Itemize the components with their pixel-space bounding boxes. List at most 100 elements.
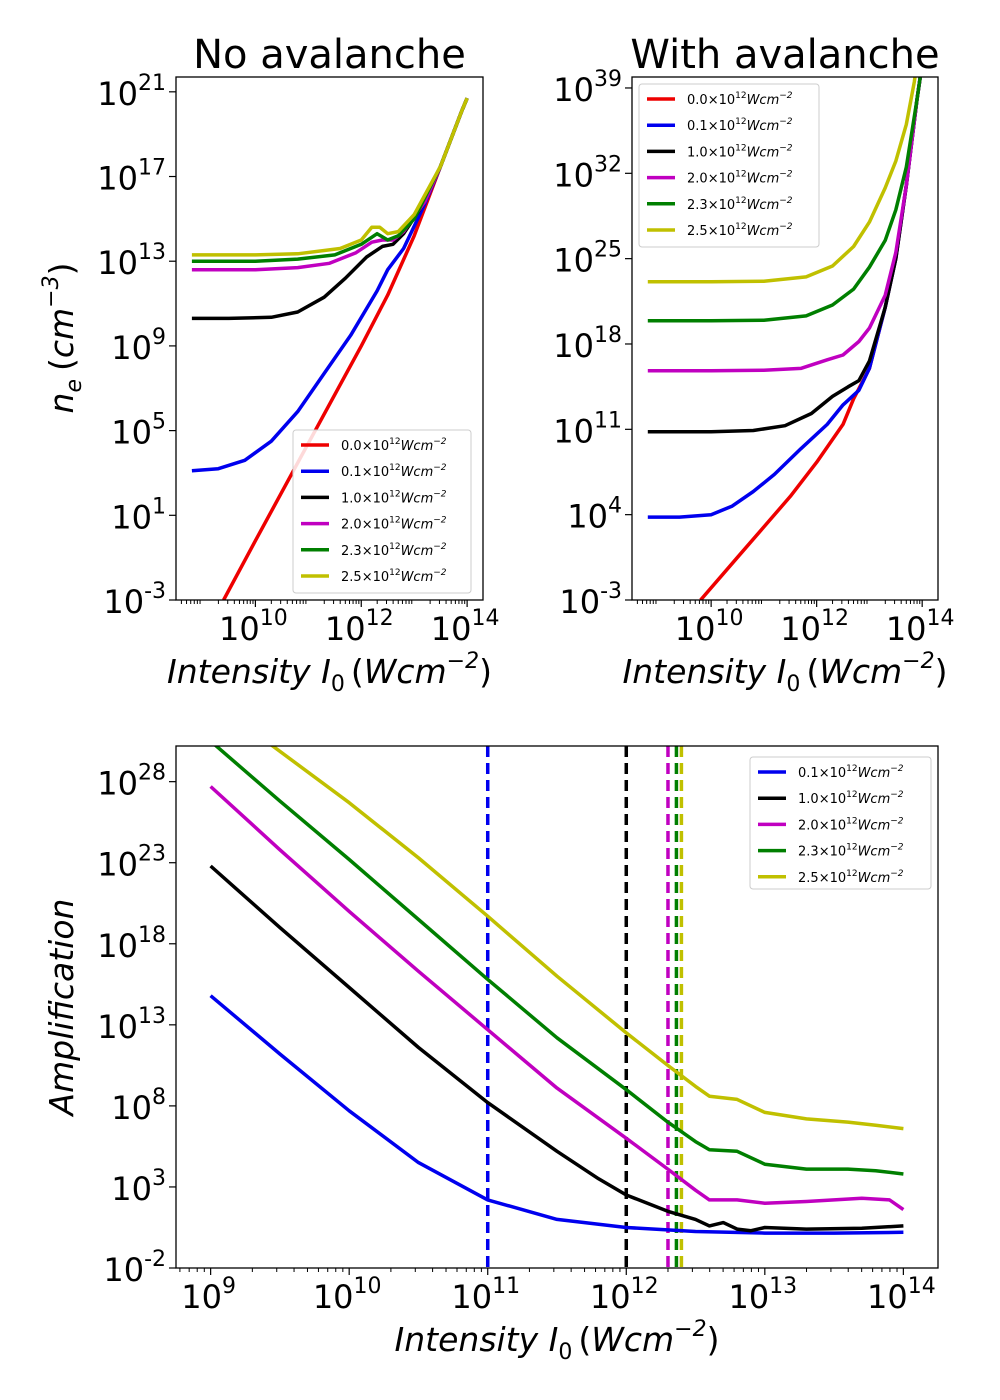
x-tick-base: 10: [675, 610, 716, 648]
legend-unit-exp: −2: [433, 516, 447, 526]
y-tick-label: 1013: [97, 240, 166, 282]
y-tick-label: 1013: [97, 1004, 166, 1046]
x-tick-base: 10: [886, 610, 927, 648]
legend-exp: 12: [735, 196, 746, 206]
x-tick-label: 1010: [675, 606, 744, 648]
x-axis-var: I: [321, 652, 331, 691]
x-tick-base: 10: [325, 610, 366, 648]
y-tick-exp: 23: [138, 842, 166, 867]
y-tick-label: 109: [111, 325, 166, 367]
y-tick-base: 10: [97, 765, 138, 803]
y-tick-base: 10: [97, 244, 138, 282]
legend-exp: 12: [846, 764, 857, 774]
y-tick-exp: -3: [144, 579, 166, 604]
x-tick-label: 1012: [590, 1274, 659, 1316]
x-tick-exp: 13: [769, 1274, 797, 1299]
legend-unit: Wcm: [747, 172, 780, 187]
legend-box: [292, 429, 472, 594]
legend: 0.0×1012Wcm−20.1×1012Wcm−21.0×1012Wcm−22…: [292, 429, 472, 594]
legend-times: ×10: [819, 792, 846, 807]
legend-unit-exp: −2: [433, 568, 447, 578]
y-tick-exp: 8: [152, 1085, 166, 1110]
legend-value: 1.0: [341, 491, 362, 506]
x-tick-label: 1010: [219, 606, 288, 648]
y-tick-base: 10: [553, 242, 594, 280]
x-tick-label: 1011: [451, 1274, 520, 1316]
legend-label-2.0: 2.0×1012Wcm−2: [341, 516, 447, 533]
series-line-1.0: [209, 864, 904, 1233]
legend-unit: Wcm: [401, 544, 434, 559]
y-sub: e: [62, 379, 87, 393]
x-axis-text: Intensity: [167, 652, 321, 691]
legend-unit: Wcm: [401, 465, 434, 480]
x-axis-exp: −2: [902, 649, 934, 674]
legend-times: ×10: [362, 439, 389, 454]
legend-exp: 12: [846, 816, 857, 826]
y-tick-label: 105: [111, 410, 166, 452]
y-tick-base: 10: [97, 927, 138, 965]
y-tick-label: 103: [111, 1166, 166, 1208]
y-tick-label: 108: [111, 1085, 166, 1127]
legend-exp: 12: [389, 516, 400, 526]
legend-unit: Wcm: [401, 491, 434, 506]
series-line-2.3: [191, 97, 469, 263]
x-tick-exp: 9: [222, 1274, 236, 1299]
x-tick-label: 1014: [431, 606, 500, 648]
plot-frame: [175, 76, 484, 601]
x-axis-var: I: [549, 1320, 559, 1359]
y-tick-exp: 13: [138, 240, 166, 265]
legend-unit-exp: −2: [779, 222, 793, 232]
x-tick-label: 1012: [780, 606, 849, 648]
legend-label-2.3: 2.3×1012Wcm−2: [341, 542, 447, 559]
legend-box: [638, 83, 820, 248]
y-tick-exp: 3: [152, 1166, 166, 1191]
y-tick-exp: 21: [138, 71, 166, 96]
x-tick-exp: 14: [927, 606, 955, 631]
x-axis-text: Intensity: [623, 652, 777, 691]
legend-unit-exp: −2: [433, 437, 447, 447]
y-tick-base: 10: [553, 412, 594, 450]
legend-unit: Wcm: [858, 818, 891, 833]
series-line-2.0: [647, 77, 923, 373]
y-tick-base: 10: [553, 156, 594, 194]
y-tick-exp: -2: [144, 1247, 166, 1272]
x-tick-label: 1010: [313, 1274, 382, 1316]
x-axis-close: ): [707, 1320, 720, 1359]
legend-value: 2.5: [341, 570, 362, 585]
x-tick-label: 1014: [886, 606, 955, 648]
y-open: (: [42, 358, 81, 371]
legend-times: ×10: [362, 570, 389, 585]
y-tick-exp: 32: [594, 152, 622, 177]
legend-exp: 12: [735, 222, 746, 232]
legend-value: 0.0: [341, 439, 362, 454]
legend-exp: 12: [389, 568, 400, 578]
legend-unit-exp: −2: [890, 843, 904, 853]
legend-times: ×10: [708, 172, 735, 187]
legend-unit: Wcm: [401, 518, 434, 533]
y-tick-base: 10: [111, 1089, 152, 1127]
x-tick-label: 1014: [867, 1274, 936, 1316]
x-tick-base: 10: [431, 610, 472, 648]
y-tick-exp: 5: [152, 410, 166, 435]
x-axis-unit: Wcm: [364, 652, 447, 691]
series-line-2.5: [647, 77, 917, 284]
y-tick-exp: 17: [138, 156, 166, 181]
series-line-2.3: [647, 77, 923, 323]
legend-unit: Wcm: [858, 766, 891, 781]
legend-unit-exp: −2: [890, 764, 904, 774]
x-tick-label: 109: [181, 1274, 236, 1316]
y-tick-base: 10: [553, 327, 594, 365]
y-tick-exp: 4: [608, 494, 622, 519]
legend: 0.0×1012Wcm−20.1×1012Wcm−21.0×1012Wcm−22…: [638, 83, 820, 248]
y-tick-base: 10: [111, 329, 152, 367]
x-axis-open: (: [578, 1320, 591, 1359]
y-tick-exp: 11: [594, 408, 622, 433]
x-axis-open: (: [806, 652, 819, 691]
legend-label-0.1: 0.1×1012Wcm−2: [798, 764, 904, 781]
legend-unit-exp: −2: [779, 170, 793, 180]
chart-amplification: 109 1010 1011 1012 1013 101410-21031081013101…: [97, 745, 939, 1365]
x-axis-label: Intensity I0 (Wcm−2): [395, 1317, 720, 1365]
y-tick-exp: 28: [138, 761, 166, 786]
legend-unit-exp: −2: [433, 489, 447, 499]
x-axis-sub: 0: [331, 672, 345, 697]
